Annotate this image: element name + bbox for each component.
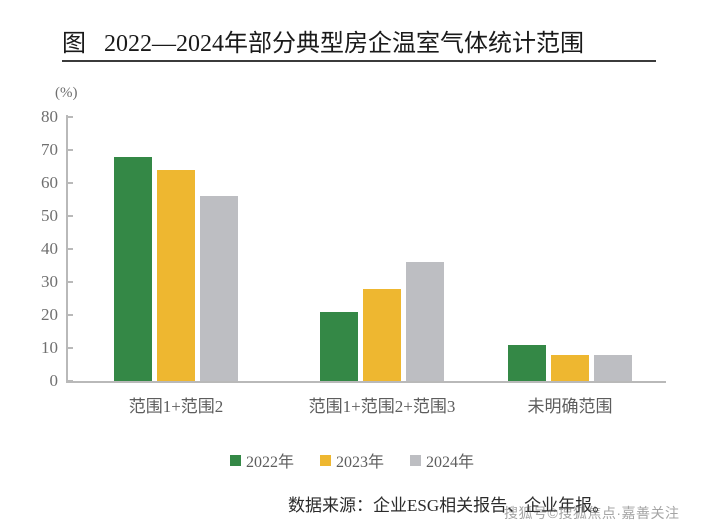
title-divider	[62, 60, 656, 62]
y-axis-tick-label: 80	[41, 107, 58, 126]
legend-swatch-icon	[410, 454, 421, 466]
legend-label: 2024年	[426, 454, 475, 471]
bar-2023年-范围1+范围2	[157, 169, 195, 381]
bar-2024年-未明确范围	[594, 354, 632, 381]
y-axis-tick	[66, 281, 73, 283]
y-axis-unit-label: (%)	[55, 85, 78, 101]
y-axis-tick-label: 70	[41, 140, 58, 159]
bar-2024年-范围1+范围2+范围3	[406, 262, 444, 381]
y-axis-tick	[66, 314, 73, 316]
y-axis-tick	[66, 182, 73, 184]
bar-2022年-范围1+范围2	[114, 156, 152, 381]
y-axis-tick	[66, 380, 73, 382]
chart-legend: 2022年 2023年 2024年	[0, 448, 704, 472]
figure-title-prefix: 图	[62, 31, 86, 57]
legend-swatch-icon	[319, 454, 331, 466]
y-axis-tick	[66, 248, 73, 250]
y-axis-tick	[66, 347, 73, 349]
legend-label: 2023年	[335, 454, 384, 471]
y-axis-tick	[66, 149, 73, 151]
x-axis-label-3: 未明确范围	[527, 397, 613, 416]
y-axis-tick-label: 60	[41, 173, 58, 192]
legend-item-2022年[interactable]: 2022年	[229, 448, 294, 472]
y-axis-tick-label: 20	[41, 305, 58, 324]
y-axis-tick	[66, 116, 73, 118]
y-axis-tick-label: 10	[41, 338, 58, 357]
x-axis-line	[66, 381, 666, 383]
bar-2022年-范围1+范围2+范围3	[320, 311, 358, 381]
bar-2022年-未明确范围	[508, 344, 546, 381]
y-axis-tick-label: 50	[41, 206, 58, 225]
y-axis-tick-label: 40	[41, 239, 58, 258]
legend-item-2023年[interactable]: 2023年	[319, 448, 384, 472]
bar-2023年-范围1+范围2+范围3	[363, 288, 401, 381]
figure-title: 图 2022—2024年部分典型房企温室气体统计范围	[62, 20, 662, 58]
y-axis-tick-label: 0	[49, 371, 59, 390]
bar-2024年-范围1+范围2	[200, 196, 238, 381]
legend-swatch-icon	[229, 454, 241, 466]
legend-label: 2022年	[245, 454, 294, 471]
y-axis-tick	[66, 215, 73, 217]
y-axis-tick-label: 30	[41, 272, 58, 291]
x-axis-label-2: 范围1+范围2+范围3	[308, 397, 456, 416]
bar-2023年-未明确范围	[551, 354, 589, 381]
figure-title-text: 2022—2024年部分典型房企温室气体统计范围	[104, 31, 584, 57]
source-note: 数据来源：企业ESG相关报告、企业年报。	[288, 496, 610, 515]
x-axis-label-1: 范围1+范围2	[128, 397, 224, 416]
legend-item-2024年[interactable]: 2024年	[410, 448, 474, 472]
